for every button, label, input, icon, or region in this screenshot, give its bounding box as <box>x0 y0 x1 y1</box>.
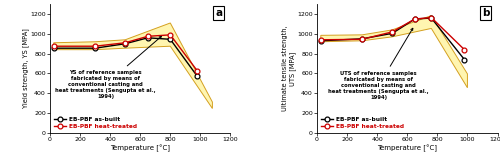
Polygon shape <box>321 16 468 88</box>
Text: b: b <box>482 8 490 18</box>
Y-axis label: Yield strength, YS [MPA]: Yield strength, YS [MPA] <box>22 29 29 108</box>
X-axis label: Temperature [°C]: Temperature [°C] <box>110 145 170 152</box>
Text: UTS of reference samples
fabricated by means of
conventional casting and
heat tr: UTS of reference samples fabricated by m… <box>328 28 429 100</box>
Text: YS of reference samples
fabricated by means of
conventional casting and
heat tre: YS of reference samples fabricated by me… <box>56 36 162 99</box>
Polygon shape <box>54 23 212 109</box>
Y-axis label: Ultimate tensile strength,
UTS [MPA]: Ultimate tensile strength, UTS [MPA] <box>282 26 296 111</box>
Legend: EB-PBF as-built, EB-PBF heat-treated: EB-PBF as-built, EB-PBF heat-treated <box>53 116 138 130</box>
Legend: EB-PBF as-built, EB-PBF heat-treated: EB-PBF as-built, EB-PBF heat-treated <box>320 116 405 130</box>
Text: a: a <box>215 8 222 18</box>
X-axis label: Temperature [°C]: Temperature [°C] <box>378 145 438 152</box>
